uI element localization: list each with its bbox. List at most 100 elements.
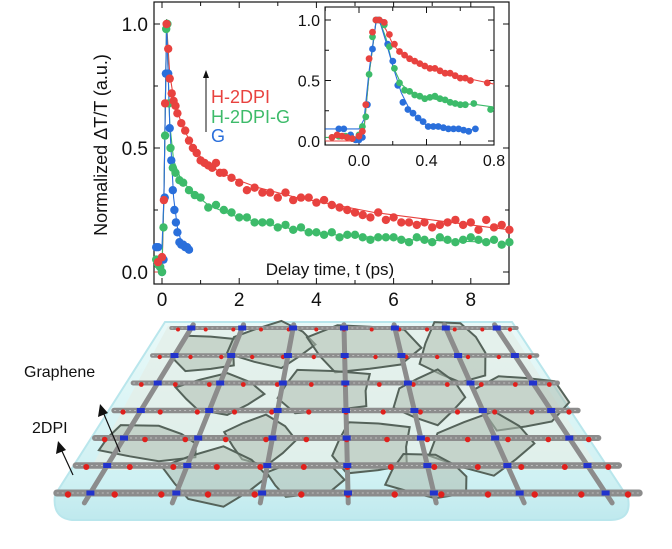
- nitrogen-atom: [170, 353, 179, 358]
- inset-data-point: [411, 57, 419, 65]
- oxygen-atom: [391, 491, 398, 498]
- main-data-point: [219, 205, 228, 215]
- legend: H-2DPI H-2DPI-G G: [203, 70, 290, 146]
- nitrogen-atom: [515, 490, 524, 496]
- oxygen-atom: [545, 436, 552, 443]
- main-data-point: [219, 168, 228, 177]
- oxygen-atom: [624, 491, 632, 498]
- main-data-point: [304, 193, 313, 202]
- main-data-point: [296, 223, 306, 232]
- main-data-point: [389, 213, 398, 222]
- oxygen-atom: [531, 491, 538, 498]
- nitrogen-atom: [478, 408, 487, 413]
- nitrogen-atom: [529, 380, 537, 386]
- main-data-point: [319, 230, 329, 239]
- inset-data-point: [396, 48, 403, 55]
- main-data-point: [273, 193, 282, 202]
- inset-x-tick-label: 0.8: [483, 153, 505, 170]
- oxygen-atom: [505, 436, 511, 443]
- main-data-point: [443, 218, 452, 227]
- nitrogen-atom: [283, 353, 292, 358]
- inset-data-point: [362, 113, 370, 121]
- 2dpi-graphene-illustration: Graphene 2DPI: [24, 319, 643, 529]
- main-data-point: [374, 233, 383, 242]
- main-data-point: [312, 228, 321, 237]
- main-data-point: [397, 235, 406, 244]
- inset-data-point: [436, 95, 444, 103]
- nitrogen-atom: [344, 490, 352, 496]
- main-data-point: [412, 220, 421, 230]
- inset-data-point: [450, 125, 457, 133]
- main-data-point: [167, 156, 176, 165]
- inset-data-point: [426, 65, 434, 72]
- main-data-point: [350, 230, 360, 239]
- inset-data-point: [483, 79, 491, 87]
- main-data-point: [184, 186, 194, 195]
- main-data-point: [319, 195, 329, 205]
- oxygen-atom: [306, 409, 312, 415]
- oxygen-atom: [111, 491, 118, 498]
- main-data-point: [153, 243, 163, 252]
- nitrogen-atom: [340, 353, 349, 358]
- oxygen-atom: [157, 354, 162, 360]
- main-data-point: [466, 218, 475, 227]
- nitrogen-atom: [454, 353, 463, 358]
- main-data-point: [192, 148, 201, 158]
- main-data-point: [327, 228, 336, 237]
- oxygen-atom: [566, 409, 572, 415]
- oxygen-atom: [431, 464, 438, 470]
- inset-data-point: [465, 127, 473, 135]
- oxygen-atom: [435, 354, 440, 360]
- inset-data-point: [461, 101, 469, 109]
- main-data-point: [350, 208, 360, 217]
- main-y-tick-label: 1.0: [122, 15, 148, 36]
- inset-data-point: [359, 123, 366, 130]
- inset-data-point: [406, 88, 413, 95]
- main-y-tick-label: 0.0: [122, 263, 148, 284]
- main-data-point: [250, 218, 259, 227]
- main-data-point: [170, 205, 179, 215]
- inset-data-point: [411, 91, 419, 99]
- main-series-h-2dpi: [153, 19, 514, 267]
- inset-data-point: [429, 123, 437, 130]
- graphene-label: Graphene: [24, 364, 95, 381]
- inset-y-tick-label: 1.0: [298, 13, 320, 30]
- oxygen-atom: [259, 327, 263, 332]
- main-data-point: [389, 233, 398, 242]
- main-data-point: [227, 208, 236, 217]
- nitrogen-atom: [343, 463, 352, 468]
- inset-data-point: [467, 77, 474, 84]
- inset-data-point: [348, 135, 356, 143]
- oxygen-atom: [444, 382, 450, 387]
- oxygen-atom: [311, 354, 316, 360]
- main-data-point: [171, 101, 180, 111]
- nitrogen-atom: [136, 408, 145, 413]
- oxygen-atom: [605, 464, 612, 470]
- main-data-point: [335, 233, 344, 242]
- inset-data-points: [328, 16, 494, 144]
- oxygen-atom: [203, 327, 208, 332]
- nitrogen-atom: [342, 435, 351, 441]
- oxygen-atom: [464, 436, 471, 443]
- inset-data-point: [404, 106, 412, 113]
- main-data-point: [166, 143, 175, 153]
- nitrogen-atom: [273, 408, 282, 413]
- inset-data-point: [445, 125, 452, 133]
- oxygen-atom: [424, 436, 431, 443]
- oxygen-atom: [182, 436, 189, 443]
- oxygen-atom: [465, 354, 471, 360]
- main-x-tick-label: 6: [388, 290, 399, 311]
- oxygen-atom: [64, 491, 72, 498]
- main-data-point: [162, 19, 171, 29]
- main-data-point: [404, 218, 414, 227]
- nitrogen-atom: [429, 490, 438, 496]
- nitrogen-atom: [403, 380, 412, 386]
- inset-data-point: [359, 127, 366, 135]
- oxygen-atom: [213, 464, 220, 470]
- main-data-point: [227, 173, 236, 182]
- main-data-point: [242, 213, 252, 222]
- oxygen-atom: [194, 409, 200, 415]
- inset-y-tick-label: 0.5: [298, 73, 320, 90]
- inset-data-point: [355, 132, 363, 140]
